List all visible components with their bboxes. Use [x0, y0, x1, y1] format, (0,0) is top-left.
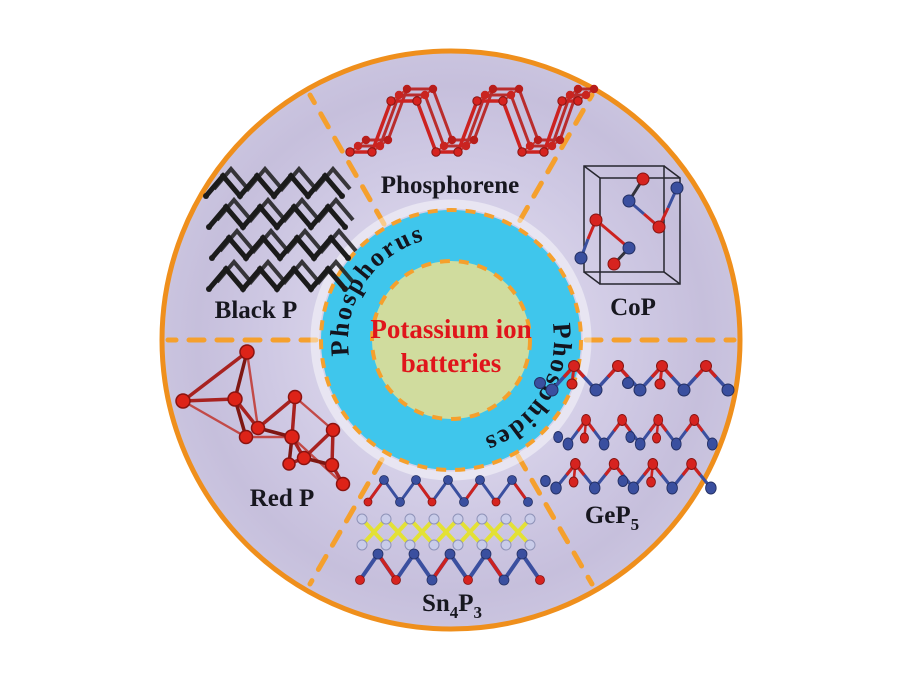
red-p-structure: [175, 344, 351, 492]
center-circle: [370, 259, 532, 421]
label-phosphorene: Phosphorene: [381, 172, 519, 199]
label-black-p: Black P: [215, 297, 298, 324]
center-title-line2: batteries: [401, 348, 501, 378]
cop-structure: [574, 165, 684, 285]
label-sn4p3: Sn4P3: [422, 590, 482, 622]
divider-top-left: [307, 92, 387, 227]
ring-glow: [310, 199, 592, 481]
label-red-p: Red P: [250, 485, 315, 512]
sn4p3-structure: [355, 475, 545, 586]
center-title-line1: Potassium ion: [370, 314, 531, 344]
label-cop: CoP: [610, 294, 656, 321]
divider-bottom-right: [515, 453, 595, 587]
phosphorene-structure: [345, 84, 599, 157]
label-gep5: GeP5: [585, 502, 639, 534]
